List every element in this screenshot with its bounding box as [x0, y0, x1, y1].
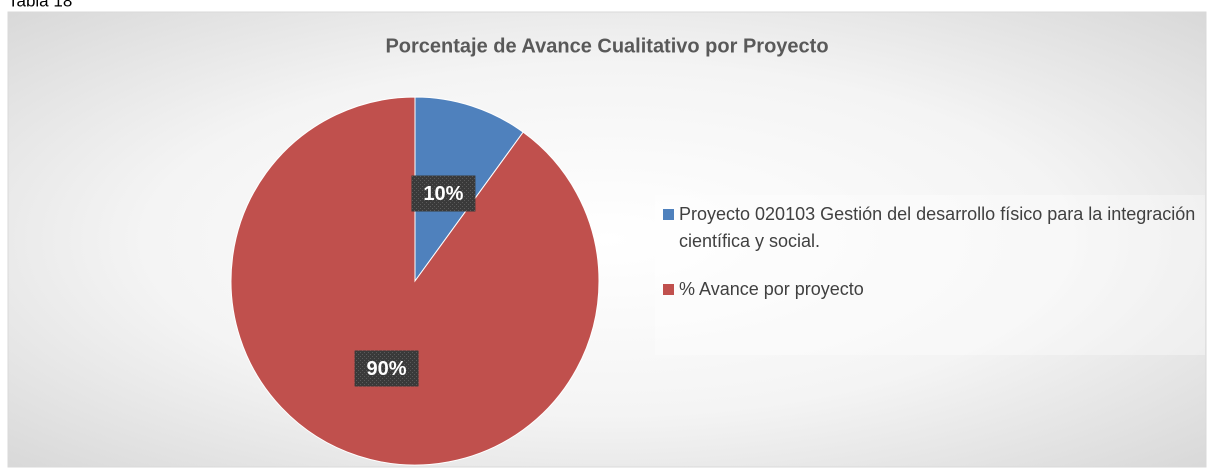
legend-item: Proyecto 020103 Gestión del desarrollo f…: [663, 201, 1197, 255]
chart-area: [7, 11, 1207, 468]
legend-swatch: [663, 209, 674, 220]
pie-slice: [230, 96, 600, 466]
legend: Proyecto 020103 Gestión del desarrollo f…: [655, 195, 1205, 355]
legend-item: % Avance por proyecto: [663, 276, 1197, 303]
data-label: 10%: [423, 183, 463, 205]
legend-label: Proyecto 020103 Gestión del desarrollo f…: [679, 204, 1196, 251]
chart-title: Porcentaje de Avance Cualitativo por Pro…: [385, 35, 828, 57]
data-label-box: [354, 350, 419, 387]
data-label-box: [411, 175, 476, 212]
caption: Tabla 18: [8, 0, 72, 10]
legend-label: % Avance por proyecto: [679, 279, 864, 299]
legend-swatch: [663, 284, 674, 295]
data-label: 90%: [367, 358, 407, 380]
